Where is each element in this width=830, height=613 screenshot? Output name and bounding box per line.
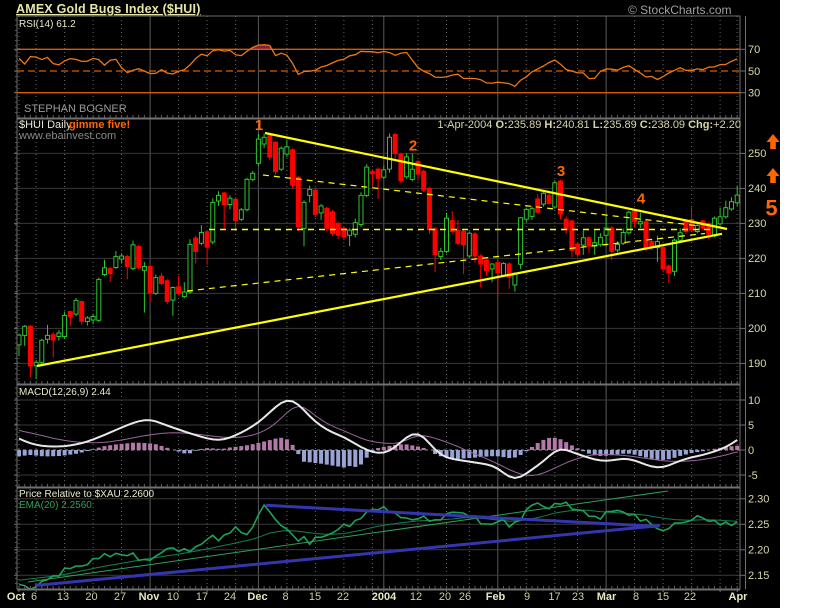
svg-text:1: 1 xyxy=(255,117,263,134)
svg-text:13: 13 xyxy=(57,591,69,603)
svg-text:5: 5 xyxy=(748,420,754,432)
svg-text:8: 8 xyxy=(282,591,288,603)
svg-text:2004: 2004 xyxy=(372,591,397,603)
svg-text:Mar: Mar xyxy=(597,591,617,603)
svg-text:-5: -5 xyxy=(748,470,758,482)
svg-text:24: 24 xyxy=(224,591,236,603)
svg-text:Feb: Feb xyxy=(486,591,506,603)
svg-text:2.20: 2.20 xyxy=(748,545,769,557)
svg-text:30: 30 xyxy=(748,88,760,100)
svg-text:Apr: Apr xyxy=(729,591,749,603)
svg-text:200: 200 xyxy=(748,323,766,335)
svg-text:1-Apr-2004 O:235.89 H:240.81 L: 1-Apr-2004 O:235.89 H:240.81 L:235.89 C:… xyxy=(437,119,741,131)
svg-text:2.30: 2.30 xyxy=(748,494,769,506)
svg-text:gimme five!: gimme five! xyxy=(69,119,130,131)
svg-text:12: 12 xyxy=(410,591,422,603)
svg-text:6: 6 xyxy=(31,591,37,603)
svg-text:4: 4 xyxy=(637,191,646,208)
svg-text:2: 2 xyxy=(409,138,417,155)
svg-text:22: 22 xyxy=(337,591,349,603)
svg-text:27: 27 xyxy=(114,591,126,603)
svg-text:23: 23 xyxy=(572,591,584,603)
svg-text:www.ebainvest.com: www.ebainvest.com xyxy=(18,130,116,142)
svg-text:50: 50 xyxy=(748,66,760,78)
svg-text:26: 26 xyxy=(459,591,471,603)
svg-text:15: 15 xyxy=(657,591,669,603)
svg-text:220: 220 xyxy=(748,253,766,265)
svg-text:MACD(12,26,9) 2.44: MACD(12,26,9) 2.44 xyxy=(19,387,111,398)
svg-text:0: 0 xyxy=(748,445,754,457)
svg-text:22: 22 xyxy=(684,591,696,603)
svg-text:70: 70 xyxy=(748,44,760,56)
svg-text:17: 17 xyxy=(196,591,208,603)
svg-text:8: 8 xyxy=(633,591,639,603)
svg-text:20: 20 xyxy=(85,591,97,603)
svg-text:17: 17 xyxy=(548,591,560,603)
svg-text:$HUI Daily: $HUI Daily xyxy=(19,119,72,131)
svg-text:9: 9 xyxy=(524,591,530,603)
svg-text:2.25: 2.25 xyxy=(748,519,769,531)
svg-text:EMA(20) 2.2560: EMA(20) 2.2560 xyxy=(19,500,92,511)
svg-text:20: 20 xyxy=(439,591,451,603)
svg-text:230: 230 xyxy=(748,218,766,230)
svg-text:10: 10 xyxy=(748,395,760,407)
svg-text:240: 240 xyxy=(748,183,766,195)
svg-text:3: 3 xyxy=(557,163,565,180)
svg-text:STEPHAN BOGNER: STEPHAN BOGNER xyxy=(24,103,127,115)
svg-text:Nov: Nov xyxy=(139,591,161,603)
svg-text:AMEX Gold Bugs Index ($HUI): AMEX Gold Bugs Index ($HUI) xyxy=(16,2,201,16)
svg-text:© StockCharts.com: © StockCharts.com xyxy=(628,3,732,17)
svg-text:Dec: Dec xyxy=(247,591,267,603)
svg-text:Oct: Oct xyxy=(7,591,26,603)
svg-text:250: 250 xyxy=(748,148,766,160)
svg-text:210: 210 xyxy=(748,288,766,300)
svg-text:Price Relative to $XAU 2.2600: Price Relative to $XAU 2.2600 xyxy=(19,489,155,500)
svg-text:190: 190 xyxy=(748,358,766,370)
svg-text:RSI(14) 61.2: RSI(14) 61.2 xyxy=(19,19,76,30)
svg-text:5: 5 xyxy=(765,196,777,221)
svg-text:2.15: 2.15 xyxy=(748,570,769,582)
svg-text:10: 10 xyxy=(167,591,179,603)
svg-text:15: 15 xyxy=(309,591,321,603)
